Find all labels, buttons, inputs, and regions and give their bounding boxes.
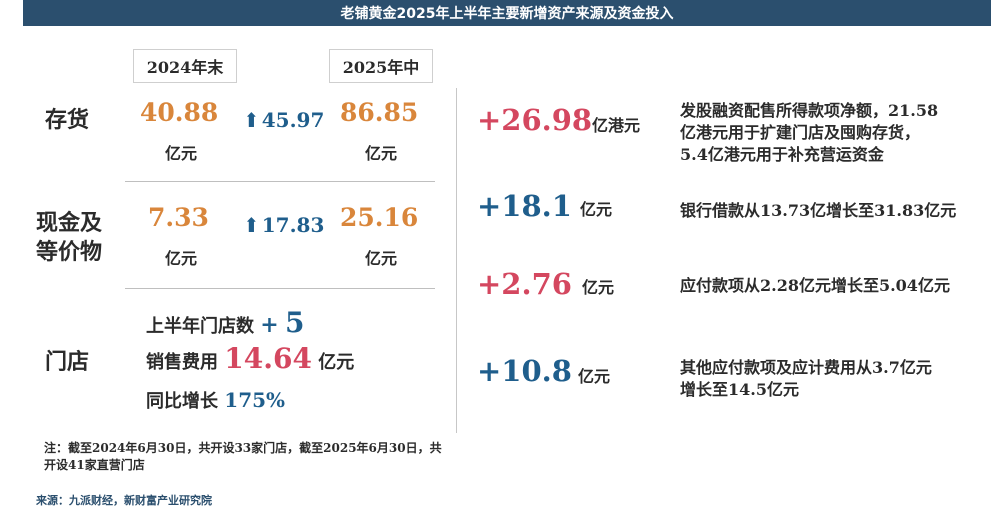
- source-3-value: +2.76: [477, 267, 572, 301]
- store-count-label: 上半年门店数: [146, 316, 254, 337]
- cash-end-value: 25.16: [340, 203, 419, 232]
- column-header-2024-label: 2024年末: [146, 58, 224, 77]
- column-header-2024: 2024年末: [133, 49, 237, 83]
- store-count-plus: +: [260, 312, 279, 338]
- source-4-desc-line1: 其他应付款项及应计费用从3.7亿元: [680, 358, 932, 377]
- inventory-increase: ⬆ 45.97: [243, 108, 324, 132]
- divider: [125, 181, 435, 182]
- row-label-inventory: 存货: [45, 107, 90, 133]
- row-label-cash-line1: 现金及: [36, 210, 103, 236]
- source-1-desc-line3: 5.4亿港元用于补充营运资金: [680, 145, 884, 164]
- row-label-stores: 门店: [45, 349, 90, 375]
- source-credit: 来源：九派财经，新财富产业研究院: [36, 494, 212, 507]
- footnote: 注：截至2024年6月30日，共开设33家门店，截至2025年6月30日，共开设…: [44, 441, 442, 472]
- cash-end-unit: 亿元: [365, 249, 398, 268]
- growth-line: 同比增长 175%: [146, 386, 285, 416]
- source-2-desc-line1: 银行借款从13.73亿增长至31.83亿元: [680, 201, 957, 220]
- sales-expense-unit: 亿元: [318, 352, 355, 373]
- title-banner: 老铺黄金2025年上半年主要新增资产来源及资金投入: [23, 0, 991, 26]
- cash-increase-value: 17.83: [261, 213, 325, 237]
- source-2-unit: 亿元: [580, 200, 613, 219]
- page-title: 老铺黄金2025年上半年主要新增资产来源及资金投入: [340, 6, 674, 22]
- growth-label: 同比增长: [146, 391, 218, 412]
- inventory-start-value: 40.88: [140, 98, 219, 127]
- inventory-increase-value: 45.97: [261, 108, 325, 132]
- source-4-desc-line2: 增长至14.5亿元: [680, 380, 799, 399]
- store-count-line: 上半年门店数 + 5: [146, 309, 304, 341]
- row-label-cash-line2: 等价物: [36, 239, 103, 265]
- up-arrow-icon: ⬆: [243, 108, 260, 132]
- inventory-start-unit: 亿元: [165, 144, 198, 163]
- sales-expense-label: 销售费用: [146, 352, 218, 373]
- inventory-end-unit: 亿元: [365, 144, 398, 163]
- source-1-desc-line2: 亿港元用于扩建门店及囤购存货，: [680, 123, 921, 142]
- column-header-2025-label: 2025年中: [342, 58, 420, 77]
- source-2-value: +18.1: [477, 189, 572, 223]
- source-3-desc-line1: 应付款项从2.28亿元增长至5.04亿元: [680, 276, 950, 295]
- vertical-divider: [456, 88, 457, 433]
- divider: [125, 288, 435, 289]
- sales-expense-value: 14.64: [224, 342, 312, 375]
- cash-start-unit: 亿元: [165, 249, 198, 268]
- up-arrow-icon: ⬆: [243, 213, 260, 237]
- source-1-value: +26.98: [477, 103, 593, 137]
- source-4-unit: 亿元: [578, 367, 611, 386]
- inventory-end-value: 86.85: [340, 98, 419, 127]
- store-count-value: 5: [285, 306, 305, 339]
- source-1-unit: 亿港元: [592, 116, 641, 135]
- cash-increase: ⬆ 17.83: [243, 213, 324, 237]
- source-4-value: +10.8: [477, 354, 572, 388]
- sales-expense-line: 销售费用 14.64 亿元: [146, 345, 354, 377]
- source-1-desc-line1: 发股融资配售所得款项净额，21.58: [680, 101, 939, 120]
- cash-start-value: 7.33: [148, 203, 209, 232]
- growth-value: 175%: [224, 388, 286, 412]
- source-3-unit: 亿元: [582, 278, 615, 297]
- column-header-2025: 2025年中: [329, 49, 433, 83]
